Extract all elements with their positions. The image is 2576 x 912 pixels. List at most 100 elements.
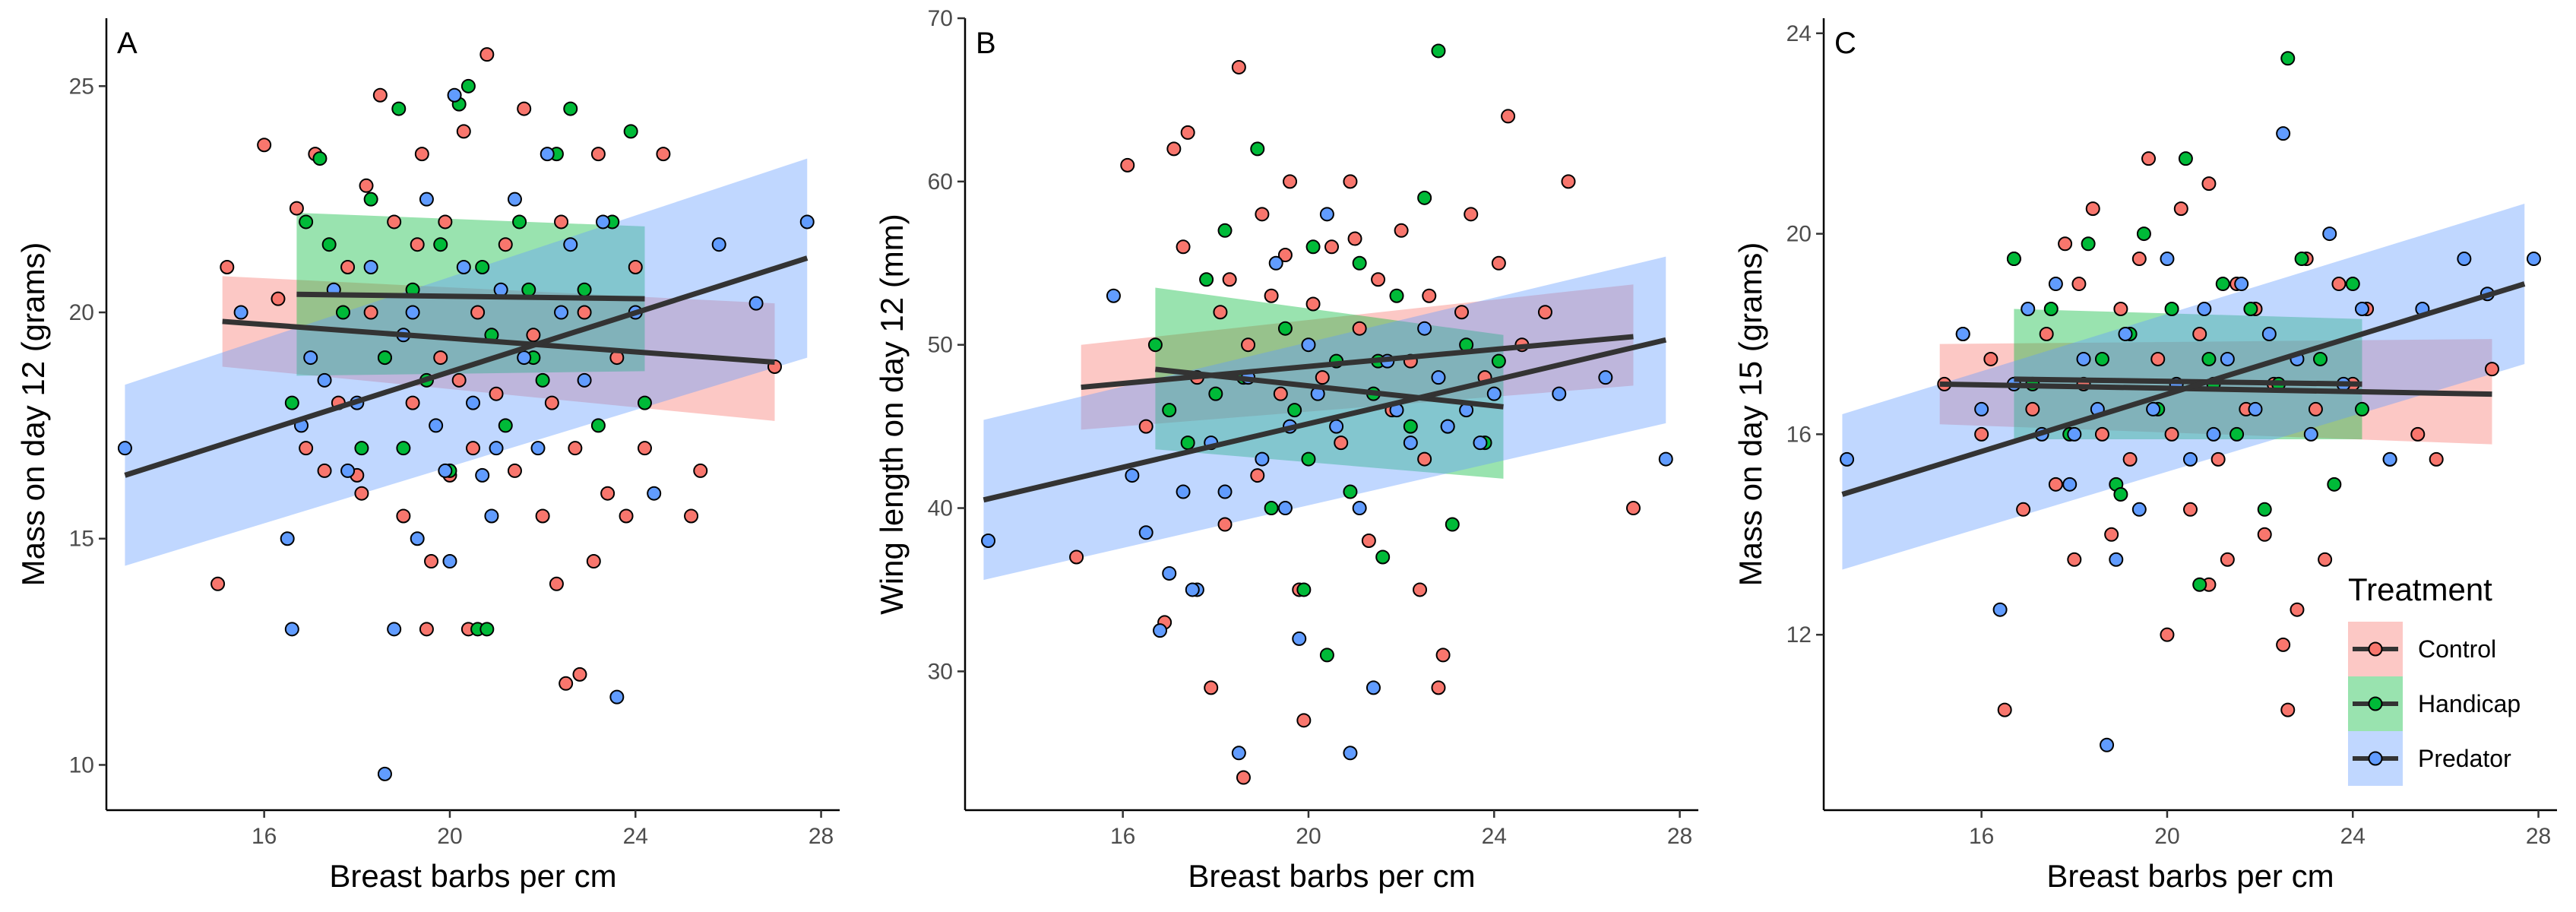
- point-handicap: [2201, 351, 2217, 366]
- point-predator: [475, 467, 490, 483]
- y-axis-label: Wing length on day 12 (mm): [874, 214, 910, 615]
- point-handicap: [623, 124, 638, 139]
- point-control: [419, 622, 434, 637]
- legend-label-handicap: Handicap: [2418, 690, 2521, 717]
- y-tick-label: 15: [69, 527, 94, 552]
- panel-b: 16 20 24 28 30 40 50 60 70 Breast barbs per cm Win…: [874, 6, 1698, 894]
- point-predator: [2457, 252, 2472, 267]
- panels: 16 20 24 28 10 15 20 25 Breast barbs per cm Mass …: [15, 6, 2557, 894]
- point-handicap: [2229, 426, 2245, 442]
- y-tick-label: 60: [928, 169, 953, 195]
- point-control: [600, 486, 616, 501]
- point-control: [479, 47, 495, 62]
- point-control: [387, 214, 402, 230]
- x-tick-label: 16: [1969, 824, 1994, 849]
- point-predator: [233, 305, 248, 320]
- point-control: [340, 259, 356, 274]
- point-control: [656, 147, 671, 162]
- x-axis-label: Breast barbs per cm: [1188, 858, 1475, 894]
- point-predator: [442, 554, 457, 569]
- point-control: [363, 305, 378, 320]
- point-handicap: [1199, 272, 1214, 287]
- point-control: [1347, 231, 1362, 246]
- point-predator: [456, 259, 471, 274]
- data-points: [981, 43, 1673, 785]
- fit-line-predator: [1841, 281, 2526, 497]
- point-control: [451, 372, 467, 388]
- fit-line-predator: [983, 337, 1667, 503]
- point-predator: [1125, 468, 1140, 483]
- point-predator: [2206, 426, 2221, 442]
- point-predator: [447, 87, 462, 103]
- point-predator: [609, 689, 625, 705]
- point-control: [1255, 207, 1270, 222]
- point-predator: [2183, 451, 2198, 467]
- point-control: [1120, 157, 1135, 173]
- fit-line-control: [1939, 381, 2492, 397]
- x-tick-label: 24: [623, 824, 648, 849]
- point-predator: [489, 441, 504, 456]
- point-control: [1334, 435, 1349, 451]
- point-control: [2104, 527, 2119, 542]
- point-control: [1273, 386, 1288, 401]
- point-predator: [1185, 582, 1200, 597]
- point-predator: [2276, 126, 2291, 141]
- point-control: [220, 259, 235, 274]
- point-predator: [1992, 602, 2008, 617]
- point-predator: [554, 305, 569, 320]
- y-tick-label: 12: [1786, 622, 1812, 648]
- point-handicap: [1343, 484, 1358, 499]
- point-predator: [377, 766, 392, 781]
- x-tick-label: 16: [252, 824, 277, 849]
- legend-label-control: Control: [2418, 635, 2496, 663]
- y-tick-label: 16: [1786, 422, 1812, 447]
- point-predator: [1486, 386, 1502, 401]
- point-predator: [1329, 419, 1344, 434]
- point-predator: [303, 350, 318, 366]
- point-predator: [1840, 451, 1855, 467]
- point-control: [586, 554, 601, 569]
- point-handicap: [1208, 386, 1223, 401]
- point-control: [489, 386, 504, 401]
- point-control: [554, 214, 569, 230]
- point-predator: [429, 418, 444, 433]
- point-predator: [387, 622, 402, 637]
- point-control: [559, 676, 574, 691]
- y-tick-label: 70: [928, 6, 953, 31]
- point-control: [1413, 582, 1428, 597]
- point-handicap: [2081, 236, 2096, 252]
- point-predator: [1473, 435, 1488, 451]
- y-tick-label: 10: [69, 752, 94, 777]
- point-control: [410, 237, 425, 252]
- point-control: [2131, 252, 2147, 267]
- point-handicap: [563, 101, 578, 116]
- point-predator: [711, 237, 726, 252]
- point-control: [466, 441, 480, 456]
- point-handicap: [363, 192, 378, 207]
- point-predator: [540, 147, 555, 162]
- point-handicap: [590, 418, 606, 433]
- point-handicap: [1389, 288, 1404, 303]
- point-control: [1431, 680, 1446, 695]
- point-control: [2173, 201, 2188, 217]
- point-handicap: [577, 282, 592, 297]
- y-tick-label: 50: [928, 333, 953, 358]
- point-predator: [1217, 484, 1233, 499]
- point-control: [359, 178, 374, 193]
- point-control: [1250, 468, 1265, 483]
- point-control: [1176, 239, 1191, 255]
- point-control: [405, 395, 420, 410]
- point-control: [2058, 236, 2073, 252]
- point-handicap: [2215, 277, 2230, 292]
- point-handicap: [535, 372, 550, 388]
- point-control: [2113, 302, 2128, 317]
- point-control: [2025, 401, 2040, 416]
- point-control: [2290, 602, 2305, 617]
- point-control: [549, 576, 564, 591]
- point-handicap: [1491, 353, 1506, 369]
- point-predator: [2197, 302, 2212, 317]
- legend-key-predator: [2348, 731, 2403, 786]
- data-points: [117, 47, 815, 781]
- point-handicap: [321, 237, 337, 252]
